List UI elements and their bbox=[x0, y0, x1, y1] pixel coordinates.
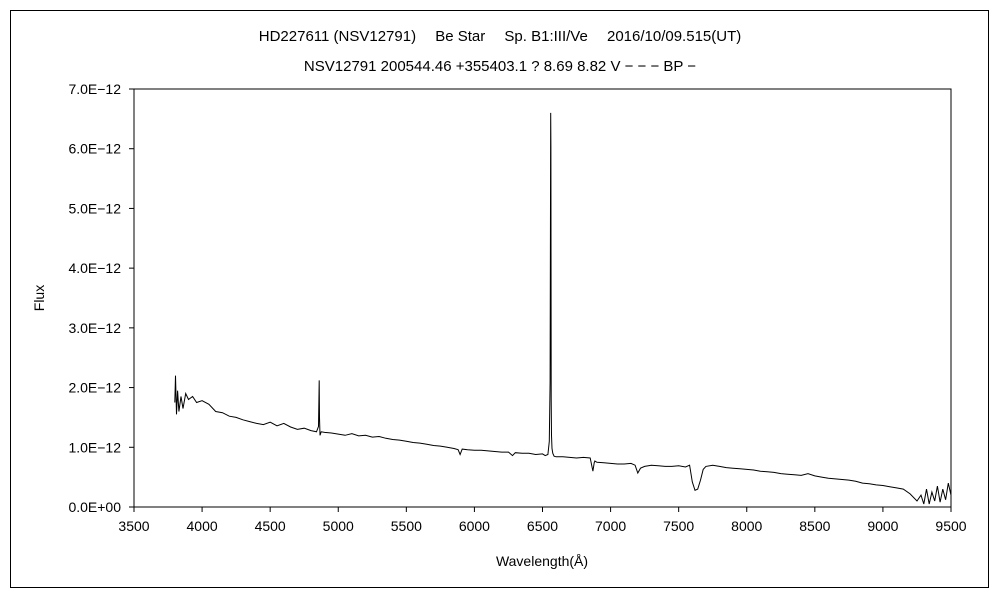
x-axis-ticks: 3500 4000 4500 5000 5500 6000 6500 7000 7500 8000… bbox=[118, 507, 967, 534]
x-tick-label: 8500 bbox=[799, 518, 830, 534]
x-tick-label: 9500 bbox=[935, 518, 966, 534]
x-tick-label: 7000 bbox=[595, 518, 626, 534]
x-tick-label: 8000 bbox=[731, 518, 762, 534]
y-tick-label: 1.0E−12 bbox=[68, 439, 121, 455]
x-axis-label: Wavelength(Å) bbox=[496, 553, 588, 569]
x-tick-label: 5500 bbox=[391, 518, 422, 534]
y-axis-ticks: 0.0E+00 1.0E−12 2.0E−12 3.0E−12 4.0E−12 5.0E−… bbox=[68, 81, 134, 515]
x-tick-label: 6500 bbox=[527, 518, 558, 534]
y-tick-label: 6.0E−12 bbox=[68, 141, 121, 157]
x-tick-label: 4500 bbox=[255, 518, 286, 534]
x-tick-label: 3500 bbox=[118, 518, 149, 534]
y-tick-label: 2.0E−12 bbox=[68, 380, 121, 396]
x-tick-label: 9000 bbox=[867, 518, 898, 534]
x-tick-label: 5000 bbox=[323, 518, 354, 534]
y-axis-label: Flux bbox=[31, 285, 47, 311]
chart-outer-border bbox=[10, 10, 989, 588]
x-tick-label: 4000 bbox=[187, 518, 218, 534]
y-tick-label: 7.0E−12 bbox=[68, 81, 121, 97]
x-tick-label: 7500 bbox=[663, 518, 694, 534]
y-tick-label: 3.0E−12 bbox=[68, 320, 121, 336]
y-tick-label: 4.0E−12 bbox=[68, 260, 121, 276]
chart-subtitle: NSV12791 200544.46 +355403.1 ? 8.69 8.82… bbox=[304, 58, 696, 75]
spectrum-series-line bbox=[174, 112, 952, 505]
chart-title: HD227611 (NSV12791) Be Star Sp. B1:III/V… bbox=[259, 28, 741, 45]
y-tick-label: 5.0E−12 bbox=[68, 200, 121, 216]
x-tick-label: 6000 bbox=[459, 518, 490, 534]
y-tick-label: 0.0E+00 bbox=[68, 499, 121, 515]
